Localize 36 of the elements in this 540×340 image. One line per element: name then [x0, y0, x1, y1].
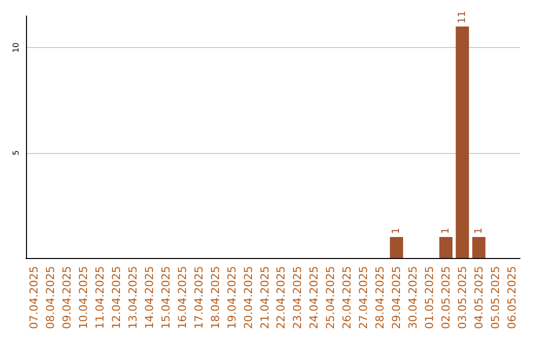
x-tick-label: 04.05.2025	[472, 266, 486, 330]
data-label: 11	[456, 10, 468, 24]
x-tick-label: 21.04.2025	[258, 266, 272, 330]
x-tick-label: 26.04.2025	[340, 266, 354, 330]
x-tick-label: 18.04.2025	[208, 266, 222, 330]
x-tick-label: 13.04.2025	[126, 266, 140, 330]
x-tick-label: 16.04.2025	[176, 266, 189, 330]
x-tick-label: 07.04.2025	[28, 266, 41, 330]
x-tick-label: 30.04.2025	[406, 266, 420, 330]
x-tick-label: 11.04.2025	[94, 266, 107, 330]
x-tick-label: 22.04.2025	[274, 266, 288, 330]
data-label: 1	[391, 228, 402, 234]
x-tick-label: 19.04.2025	[225, 266, 238, 330]
x-tick-label: 08.04.2025	[44, 266, 58, 330]
x-tick-label: 25.04.2025	[324, 266, 338, 330]
x-tick-label: 15.04.2025	[159, 266, 172, 330]
x-tick-label: 23.04.2025	[291, 266, 304, 330]
x-tick-label: 14.04.2025	[143, 266, 156, 330]
x-tick-label: 29.04.2025	[390, 266, 403, 330]
x-tick-label: 02.05.2025	[439, 266, 452, 330]
x-tick-label: 09.04.2025	[60, 266, 74, 330]
x-tick-label: 05.05.2025	[488, 266, 502, 330]
x-tick-label: 01.05.2025	[422, 266, 436, 330]
x-tick-label: 20.04.2025	[242, 266, 255, 330]
x-tick-label: 28.04.2025	[374, 266, 387, 330]
y-tick-label: 5	[12, 150, 20, 156]
data-label: 1	[440, 228, 452, 234]
x-tick-label: 06.05.2025	[505, 266, 518, 330]
x-tick-label: 03.05.2025	[456, 266, 469, 330]
x-tick-label: 24.04.2025	[308, 266, 321, 330]
data-label: 1	[473, 228, 484, 234]
x-tick-label: 12.04.2025	[110, 266, 124, 330]
x-tick-label: 27.04.2025	[357, 266, 370, 330]
y-tick-label: 10	[12, 42, 20, 53]
x-tick-label: 10.04.2025	[77, 266, 90, 330]
x-tick-label: 17.04.2025	[192, 266, 206, 330]
